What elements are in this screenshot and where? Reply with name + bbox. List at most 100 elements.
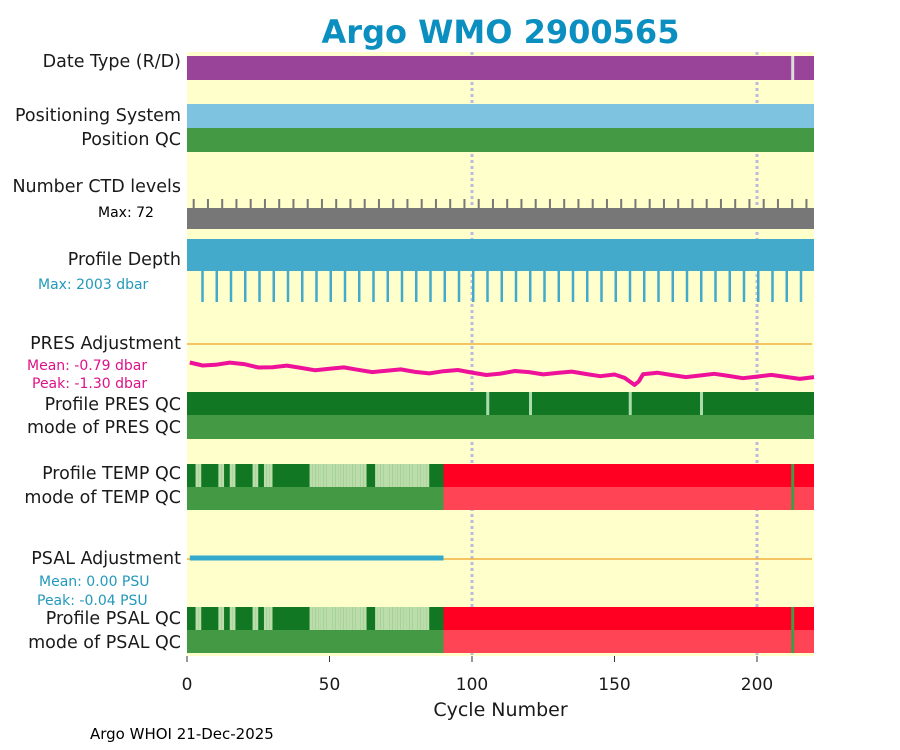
profile-psal-qc-light bbox=[266, 607, 270, 630]
profile-depth-spike bbox=[415, 270, 418, 302]
profile-psal-qc-light bbox=[363, 607, 367, 630]
label-profile-pres-qc: Profile PRES QC bbox=[44, 395, 181, 415]
chart-title: Argo WMO 2900565 bbox=[321, 13, 680, 51]
profile-temp-qc-light bbox=[198, 464, 202, 487]
label-mode-psal-qc: mode of PSAL QC bbox=[28, 633, 181, 653]
profile-temp-qc-light bbox=[232, 464, 236, 487]
profile-depth-bar bbox=[187, 239, 814, 271]
pres-qc-flag bbox=[628, 392, 632, 415]
profile-depth-spike bbox=[571, 270, 575, 302]
position-qc-bar bbox=[187, 128, 814, 152]
footer-credit: Argo WHOI 21-Dec-2025 bbox=[90, 725, 274, 743]
ctd-levels-peak bbox=[691, 199, 694, 209]
label-psal-adjustment: PSAL Adjustment bbox=[31, 549, 181, 569]
mode-pres-qc-bar bbox=[187, 415, 814, 439]
ctd-levels-peak bbox=[420, 199, 423, 209]
profile-depth-spike bbox=[443, 270, 446, 302]
profile-temp-qc-light bbox=[326, 464, 330, 487]
pres-mean-text: Mean: -0.79 dbar bbox=[27, 358, 148, 374]
profile-depth-spike bbox=[557, 270, 560, 302]
profile-temp-qc-light bbox=[375, 464, 378, 487]
profile-depth-spike bbox=[486, 270, 489, 302]
profile-depth-spike bbox=[329, 270, 332, 302]
profile-psal-qc-light bbox=[412, 607, 415, 630]
profile-temp-qc-light bbox=[403, 464, 407, 487]
profile-depth-spike bbox=[543, 270, 546, 302]
profile-temp-qc-light bbox=[358, 464, 361, 487]
profile-depth-spike bbox=[429, 270, 432, 302]
profile-depth-spike bbox=[457, 270, 461, 302]
ctd-levels-peak bbox=[563, 199, 566, 209]
profile-psal-qc-light bbox=[406, 607, 410, 630]
ctd-levels-peak bbox=[235, 199, 238, 209]
ctd-levels-peak bbox=[206, 199, 209, 209]
profile-temp-qc-light bbox=[363, 464, 367, 487]
label-date-type: Date Type (R/D) bbox=[42, 52, 181, 72]
pres-qc-flag bbox=[700, 392, 703, 415]
profile-psal-qc-light bbox=[329, 607, 333, 630]
pres-qc-flag bbox=[486, 392, 490, 415]
profile-temp-qc-light bbox=[340, 464, 344, 487]
profile-psal-qc-light bbox=[332, 607, 336, 630]
profile-depth-spike bbox=[343, 270, 347, 302]
profile-psal-qc-light bbox=[323, 607, 327, 630]
label-position-qc: Position QC bbox=[81, 130, 181, 150]
ctd-levels-peak bbox=[449, 199, 452, 209]
profile-temp-qc-light bbox=[315, 464, 319, 487]
ctd-levels-peak bbox=[263, 199, 266, 209]
plot-background bbox=[187, 52, 814, 656]
profile-psal-qc-light bbox=[198, 607, 202, 630]
x-tick-label: 200 bbox=[740, 675, 774, 695]
profile-psal-qc-light bbox=[389, 607, 393, 630]
ctd-levels-peak bbox=[349, 199, 352, 209]
ctd-levels-peak bbox=[434, 199, 437, 209]
ctd-levels-peak bbox=[249, 199, 252, 209]
profile-psal-qc-light bbox=[315, 607, 319, 630]
profile-psal-qc-light bbox=[349, 607, 353, 630]
profile-temp-qc-light bbox=[409, 464, 413, 487]
mode-temp-qc-bad bbox=[443, 487, 814, 510]
ctd-levels-peak bbox=[791, 199, 794, 209]
x-axis-label: Cycle Number bbox=[433, 699, 568, 721]
profile-temp-qc-light bbox=[380, 464, 384, 487]
profile-depth-spike bbox=[244, 270, 247, 302]
profile-temp-qc-light bbox=[263, 464, 267, 487]
profile-depth-spike bbox=[700, 270, 703, 302]
ctd-levels-peak bbox=[677, 199, 680, 209]
label-mode-pres-qc: mode of PRES QC bbox=[26, 418, 181, 438]
profile-psal-qc-light bbox=[195, 607, 199, 630]
ctd-levels-peak bbox=[620, 199, 623, 209]
profile-temp-qc-light bbox=[266, 464, 270, 487]
profile-temp-qc-light bbox=[406, 464, 410, 487]
profile-depth-spike bbox=[472, 270, 475, 302]
profile-temp-qc-light bbox=[400, 464, 404, 487]
psal-mean-text: Mean: 0.00 PSU bbox=[39, 574, 150, 590]
profile-depth-spike bbox=[286, 270, 290, 302]
profile-temp-qc-light bbox=[343, 464, 347, 487]
profile-psal-qc-light bbox=[409, 607, 413, 630]
profile-temp-qc-light bbox=[397, 464, 401, 487]
profile-temp-qc-light bbox=[360, 464, 364, 487]
profile-temp-qc-light bbox=[312, 464, 316, 487]
profile-depth-spike bbox=[400, 270, 404, 302]
ctd-levels-peak bbox=[705, 199, 708, 209]
profile-temp-qc-light bbox=[412, 464, 415, 487]
profile-psal-qc-bad bbox=[443, 607, 814, 630]
profile-temp-qc-light bbox=[389, 464, 393, 487]
profile-temp-qc-light bbox=[323, 464, 327, 487]
profile-psal-qc-light bbox=[320, 607, 324, 630]
profile-temp-qc-light bbox=[355, 464, 358, 487]
x-tick-label: 50 bbox=[318, 675, 341, 695]
pres-qc-flag bbox=[529, 392, 532, 415]
profile-depth-spike bbox=[529, 270, 532, 302]
profile-depth-spike bbox=[799, 270, 803, 302]
profile-temp-qc-light bbox=[218, 464, 222, 487]
profile-depth-spike bbox=[643, 270, 646, 302]
profile-psal-qc-light bbox=[352, 607, 356, 630]
profile-psal-qc-light bbox=[397, 607, 401, 630]
profile-temp-qc-light bbox=[229, 464, 233, 487]
profile-psal-qc-light bbox=[380, 607, 384, 630]
ctd-levels-peak bbox=[463, 199, 466, 209]
profile-temp-qc-light bbox=[423, 464, 427, 487]
